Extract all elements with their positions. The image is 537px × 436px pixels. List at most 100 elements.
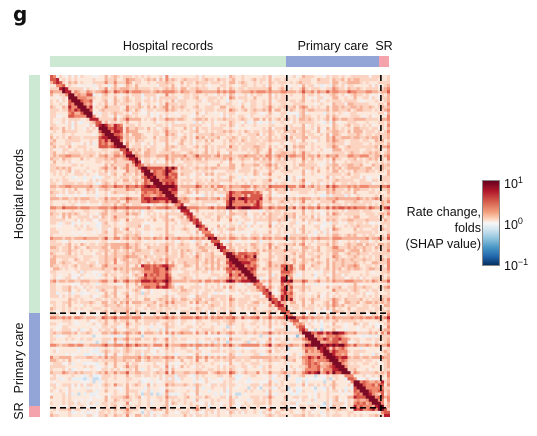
heatmap-cell [283,111,288,115]
heatmap-cell [59,151,63,155]
heatmap-cell [77,184,81,189]
heatmap-cell [68,87,72,91]
heatmap-cell [62,203,66,207]
heatmap-cell [311,197,315,201]
heatmap-cell [101,181,105,186]
heatmap-cell [371,172,376,177]
heatmap-cell [138,203,142,207]
heatmap-cell [116,160,121,164]
heatmap-cell [213,139,218,143]
heatmap-cell [195,178,200,183]
heatmap-cell [162,117,166,122]
heatmap-cell [274,87,278,91]
heatmap-cell [174,148,178,152]
heatmap-cell [101,169,105,174]
heatmap-cell [368,111,373,115]
heatmap-cell [371,145,376,149]
heatmap-cell [374,105,379,109]
heatmap-cell [210,133,215,137]
heatmap-cell [125,99,130,103]
heatmap-cell [320,191,324,195]
heatmap-cell [244,129,248,134]
heatmap-cell [229,114,233,119]
heatmap-cell [156,142,160,146]
heatmap-cell [192,160,197,164]
heatmap-cell [347,172,351,177]
heatmap-cell [365,191,370,195]
heatmap-cell [262,136,266,140]
heatmap-cell [113,194,118,198]
heatmap-cell [362,99,367,103]
heatmap-cell [356,105,360,109]
heatmap-cell [189,123,193,128]
heatmap-cell [223,126,227,131]
heatmap-cell [171,151,175,155]
heatmap-cell [344,200,348,204]
heatmap-cell [386,136,390,140]
heatmap-cell [95,187,99,192]
heatmap-cell [150,194,154,198]
heatmap-cell [317,148,321,152]
heatmap-cell [362,154,367,158]
heatmap-cell [83,154,87,158]
heatmap-cell [259,123,263,128]
heatmap-cell [371,99,376,103]
heatmap-cell [335,78,339,82]
heatmap-cell [317,169,321,174]
heatmap-cell [365,105,370,109]
heatmap-cell [238,78,242,82]
heatmap-cell [277,75,282,79]
heatmap-cell [311,166,315,170]
heatmap-cell [131,142,136,146]
heatmap-cell [280,78,285,82]
heatmap-cell [280,148,285,152]
heatmap-cell [377,136,382,140]
heatmap-cell [286,154,291,158]
heatmap-cell [122,172,127,177]
heatmap-cell [74,154,78,158]
heatmap-cell [259,93,263,97]
heatmap-cell [122,151,127,155]
heatmap-cell [295,102,300,106]
heatmap-cell [101,120,105,125]
heatmap-cell [125,178,130,183]
heatmap-cell [213,200,218,204]
heatmap-cell [356,102,360,106]
heatmap-cell [386,126,390,131]
heatmap-cell [107,129,112,134]
heatmap-cell [101,139,105,143]
heatmap-cell [107,145,112,149]
heatmap-cell [229,129,233,134]
heatmap-cell [277,166,282,170]
heatmap-cell [338,105,342,109]
heatmap-cell [68,184,72,189]
heatmap-cell [104,194,108,198]
heatmap-cell [62,209,66,213]
heatmap-cell [119,200,124,204]
heatmap-cell [98,75,102,79]
heatmap-cell [95,102,99,106]
heatmap-cell [226,81,230,85]
heatmap-cell [274,102,278,106]
heatmap-cell [171,154,175,158]
heatmap-cell [138,206,142,210]
heatmap-cell [183,163,187,167]
heatmap-cell [198,126,203,131]
heatmap-cell [314,160,318,164]
heatmap-cell [125,151,130,155]
heatmap-cell [338,191,342,195]
heatmap-cell [135,129,139,134]
heatmap-cell [198,99,203,103]
heatmap-cell [98,123,102,128]
heatmap-cell [141,178,145,183]
heatmap-cell [365,142,370,146]
heatmap-cell [332,126,336,131]
heatmap-cell [144,123,148,128]
heatmap-cell [301,184,306,189]
heatmap-cell [201,209,206,213]
heatmap-cell [192,203,197,207]
heatmap-cell [359,160,363,164]
heatmap-cell [268,117,272,122]
heatmap-cell [265,203,269,207]
heatmap-cell [268,120,272,125]
